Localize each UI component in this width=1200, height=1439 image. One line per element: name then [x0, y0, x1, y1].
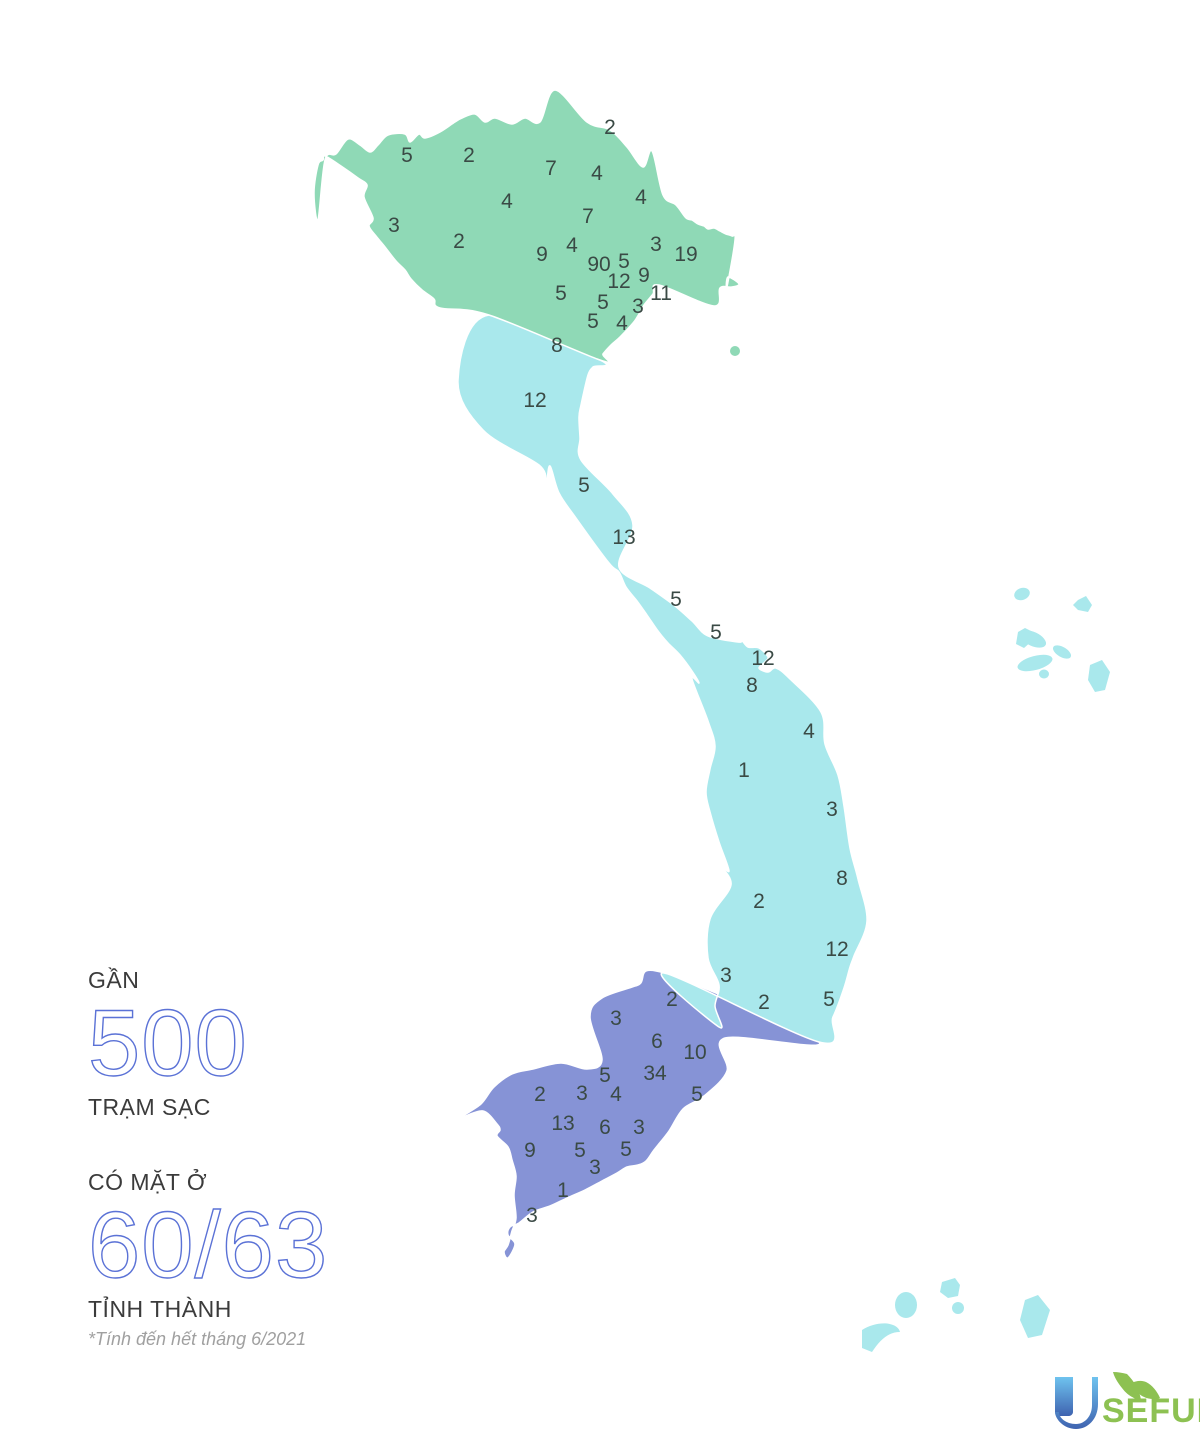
svg-text:4: 4 — [501, 190, 513, 213]
svg-text:5: 5 — [597, 291, 609, 314]
svg-text:13: 13 — [612, 526, 635, 549]
svg-text:7: 7 — [545, 157, 557, 180]
svg-text:2: 2 — [604, 116, 616, 139]
svg-text:4: 4 — [635, 186, 647, 209]
svg-text:5: 5 — [620, 1138, 632, 1161]
svg-text:12: 12 — [607, 270, 630, 293]
svg-text:4: 4 — [616, 312, 628, 335]
svg-text:3: 3 — [589, 1156, 601, 1179]
svg-text:9: 9 — [524, 1139, 536, 1162]
svg-text:34: 34 — [643, 1062, 667, 1085]
svg-text:3: 3 — [610, 1007, 622, 1030]
svg-text:3: 3 — [632, 295, 644, 318]
svg-text:5: 5 — [823, 988, 835, 1011]
svg-text:5: 5 — [401, 144, 413, 167]
svg-text:4: 4 — [591, 162, 603, 185]
svg-text:5: 5 — [710, 621, 722, 644]
svg-text:3: 3 — [526, 1204, 538, 1227]
svg-text:6: 6 — [599, 1116, 611, 1139]
svg-text:13: 13 — [551, 1112, 574, 1135]
svg-text:11: 11 — [650, 282, 672, 305]
svg-text:4: 4 — [610, 1083, 622, 1106]
svg-text:6: 6 — [651, 1030, 663, 1053]
svg-text:8: 8 — [551, 334, 563, 357]
svg-text:2: 2 — [463, 144, 475, 167]
svg-text:3: 3 — [650, 233, 662, 256]
svg-text:4: 4 — [803, 720, 815, 743]
svg-text:12: 12 — [523, 389, 546, 412]
svg-text:3: 3 — [388, 214, 400, 237]
svg-text:2: 2 — [666, 988, 678, 1011]
svg-text:2: 2 — [534, 1083, 546, 1106]
svg-text:7: 7 — [582, 205, 594, 228]
svg-text:19: 19 — [674, 243, 697, 266]
svg-text:5: 5 — [691, 1083, 703, 1106]
svg-text:3: 3 — [720, 964, 732, 987]
svg-text:5: 5 — [599, 1064, 611, 1087]
svg-text:2: 2 — [758, 991, 770, 1014]
svg-text:5: 5 — [574, 1139, 586, 1162]
svg-text:8: 8 — [836, 867, 848, 890]
svg-text:5: 5 — [555, 282, 567, 305]
svg-text:9: 9 — [536, 243, 548, 266]
svg-text:4: 4 — [566, 234, 578, 257]
svg-text:3: 3 — [633, 1116, 645, 1139]
svg-text:2: 2 — [753, 890, 765, 913]
svg-text:5: 5 — [670, 588, 682, 611]
svg-text:3: 3 — [576, 1082, 588, 1105]
svg-text:3: 3 — [826, 798, 838, 821]
svg-text:8: 8 — [746, 674, 758, 697]
svg-text:10: 10 — [683, 1041, 706, 1064]
svg-text:9: 9 — [638, 264, 650, 287]
svg-text:5: 5 — [578, 474, 590, 497]
svg-text:1: 1 — [738, 759, 750, 782]
svg-text:12: 12 — [751, 647, 774, 670]
svg-text:2: 2 — [453, 230, 465, 253]
svg-text:1: 1 — [557, 1179, 569, 1202]
svg-text:SEFUL: SEFUL — [1102, 1392, 1200, 1430]
svg-text:5: 5 — [587, 310, 599, 333]
svg-text:12: 12 — [825, 938, 848, 961]
